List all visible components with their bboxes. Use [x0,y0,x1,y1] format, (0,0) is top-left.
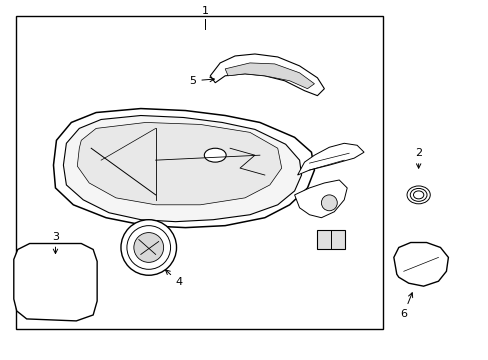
Circle shape [127,226,170,269]
Bar [317,230,345,249]
Text: 2: 2 [414,148,421,168]
Polygon shape [224,63,314,89]
Text: 4: 4 [165,270,183,287]
Circle shape [134,233,163,262]
Text: 3: 3 [52,231,59,253]
Text: 5: 5 [189,76,214,86]
Circle shape [121,220,176,275]
Polygon shape [14,243,97,321]
Circle shape [321,195,337,211]
Polygon shape [63,116,301,222]
Polygon shape [210,54,324,96]
Polygon shape [77,122,281,205]
Bar [16,16,382,329]
Ellipse shape [204,148,225,162]
Text: 1: 1 [202,6,208,16]
Polygon shape [393,243,447,286]
Polygon shape [294,180,346,218]
Polygon shape [53,109,314,228]
Polygon shape [297,143,364,175]
Text: 6: 6 [400,293,412,319]
